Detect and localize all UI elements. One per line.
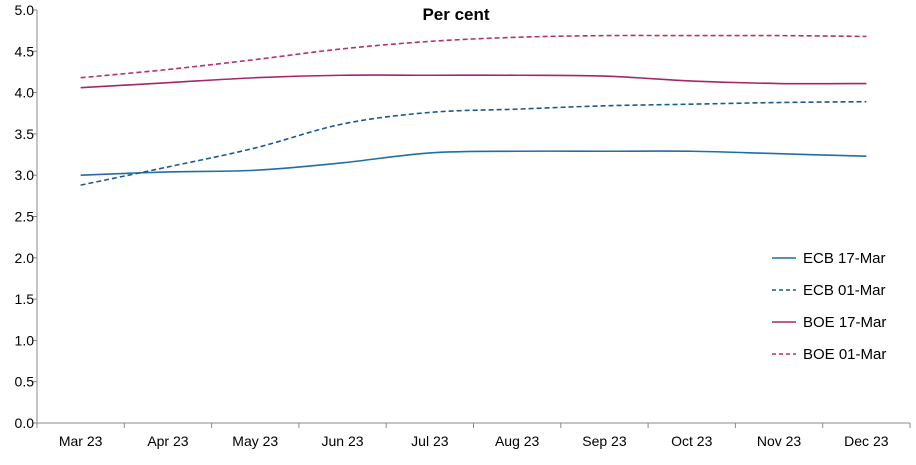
series-lines — [80, 34, 867, 186]
x-tick-label: Mar 23 — [59, 433, 103, 449]
legend: ECB 17-Mar ECB 01-Mar BOE 17-Mar BOE 01-Mar — [772, 250, 886, 363]
y-tick-label: 1.5 — [15, 291, 35, 307]
y-tick-label: 2.0 — [15, 250, 35, 266]
x-tick-label: Dec 23 — [844, 433, 889, 449]
y-tick-label: 5.0 — [15, 2, 35, 18]
series-line-ecb-17-mar — [80, 150, 867, 176]
x-tick-label: Apr 23 — [147, 433, 188, 449]
legend-label-boe-01-mar: BOE 01-Mar — [803, 346, 886, 363]
y-tick-label: 1.0 — [15, 332, 35, 348]
legend-label-ecb-17-mar: ECB 17-Mar — [803, 250, 886, 267]
legend-label-boe-17-mar: BOE 17-Mar — [803, 314, 886, 331]
chart-title: Per cent — [422, 5, 489, 24]
x-tick-label: Jul 23 — [411, 433, 449, 449]
legend-label-ecb-01-mar: ECB 01-Mar — [803, 282, 886, 299]
series-line-ecb-01-mar — [80, 100, 867, 186]
y-tick-label: 0.0 — [15, 415, 35, 431]
y-tick-label: 2.5 — [15, 209, 35, 225]
y-tick-label: 4.5 — [15, 43, 35, 59]
axes: 0.0 0.5 1.0 1.5 2.0 2.5 3.0 3.5 4.0 4.5 5.0 Mar 23 A… — [15, 2, 911, 449]
y-tick-label: 3.5 — [15, 126, 35, 142]
series-line-boe-01-mar — [80, 34, 867, 79]
series-line-boe-17-mar — [80, 74, 867, 89]
x-tick-label: Sep 23 — [582, 433, 627, 449]
y-tick-label: 0.5 — [15, 374, 35, 390]
x-tick-label: Nov 23 — [757, 433, 802, 449]
x-tick-label: May 23 — [232, 433, 278, 449]
y-tick-label: 3.0 — [15, 167, 35, 183]
x-tick-label: Aug 23 — [495, 433, 540, 449]
y-tick-label: 4.0 — [15, 85, 35, 101]
x-tick-label: Jun 23 — [322, 433, 364, 449]
x-tick-label: Oct 23 — [671, 433, 712, 449]
